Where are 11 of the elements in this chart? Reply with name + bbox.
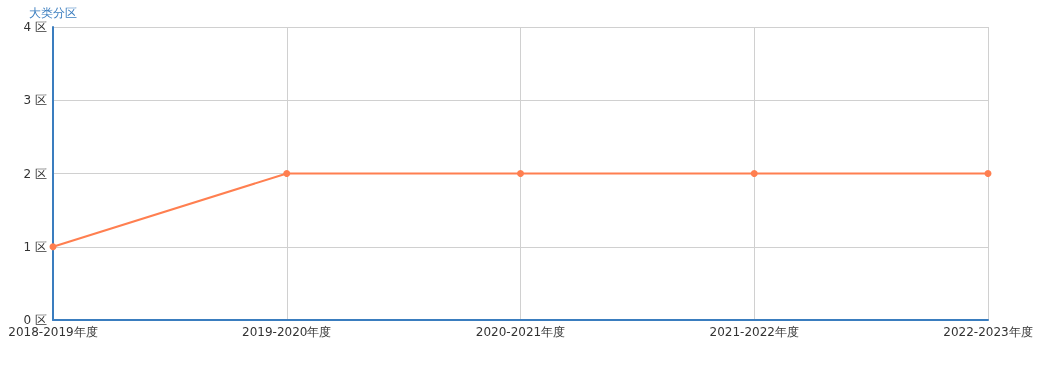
x-tick-label: 2021-2022年度 <box>709 325 799 339</box>
x-tick-label: 2018-2019年度 <box>8 325 98 339</box>
y-tick-label: 4 区 <box>23 20 47 34</box>
y-axis-title: 大类分区 <box>29 6 77 20</box>
y-tick-label: 1 区 <box>23 239 47 254</box>
y-tick-label: 0 区 <box>23 313 47 327</box>
x-tick-label: 2020-2021年度 <box>475 325 566 339</box>
x-tick-label: 2019-2020年度 <box>242 325 332 339</box>
y-tick-label: 2 区 <box>23 166 47 181</box>
y-tick-label: 3 区 <box>23 93 47 108</box>
x-tick-label: 2022-2023年度 <box>943 325 1033 339</box>
